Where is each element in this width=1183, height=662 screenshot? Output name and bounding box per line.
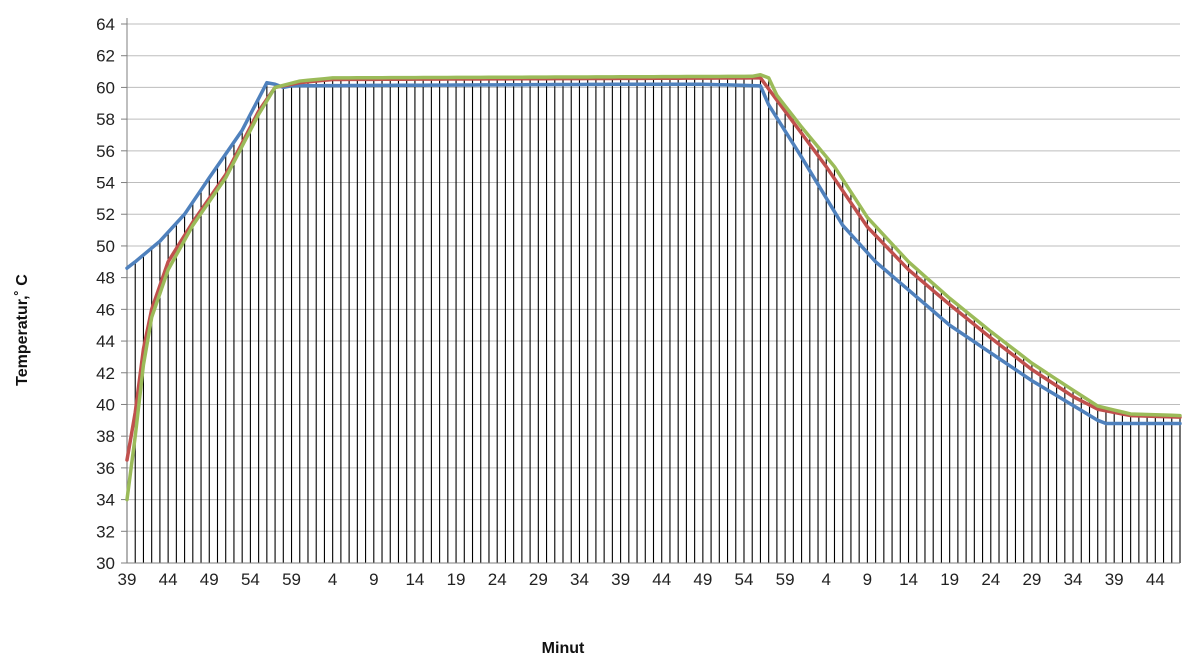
y-tick-label: 42 — [96, 364, 115, 383]
x-tick-label: 9 — [369, 570, 378, 589]
y-tick-label: 58 — [96, 110, 115, 129]
y-tick-label: 38 — [96, 427, 115, 446]
x-tick-label: 34 — [1064, 570, 1083, 589]
x-tick-label: 4 — [328, 570, 337, 589]
x-tick-label: 4 — [822, 570, 831, 589]
series-line-1 — [125, 80, 1182, 426]
x-tick-label: 24 — [488, 570, 507, 589]
y-tick-label: 40 — [96, 395, 115, 414]
x-tick-label: 29 — [1022, 570, 1041, 589]
y-tick-labels: 30 32 34 36 38 40 42 44 46 48 50 52 54 56 58 60 62 64 — [96, 15, 115, 573]
axes — [121, 18, 1180, 564]
x-tick-label: 44 — [159, 570, 178, 589]
y-tick-label: 50 — [96, 237, 115, 256]
y-tick-label: 32 — [96, 522, 115, 541]
drop-lines — [126, 74, 1181, 563]
y-tick-label: 46 — [96, 300, 115, 319]
x-tick-label: 39 — [611, 570, 630, 589]
series-line-3 — [125, 72, 1182, 502]
x-tick-labels: 39 44 49 54 59 4 9 14 19 24 29 34 39 44 49 54 59 4 9 14 19 24… — [118, 570, 1165, 589]
x-tick-label: 39 — [118, 570, 137, 589]
x-tick-label: 59 — [282, 570, 301, 589]
x-tick-label: 39 — [1105, 570, 1124, 589]
x-tick-label: 9 — [863, 570, 872, 589]
y-tick-label: 60 — [96, 78, 115, 97]
x-tick-label: 44 — [1146, 570, 1165, 589]
y-tick-label: 48 — [96, 269, 115, 288]
y-tick-label: 56 — [96, 142, 115, 161]
y-tick-label: 36 — [96, 459, 115, 478]
x-axis-title: Minut — [542, 640, 585, 657]
x-tick-label: 14 — [899, 570, 918, 589]
x-tick-label: 34 — [570, 570, 589, 589]
y-tick-label: 62 — [96, 47, 115, 66]
y-tick-label: 54 — [96, 174, 115, 193]
x-tick-label: 44 — [652, 570, 671, 589]
x-tick-label: 24 — [981, 570, 1000, 589]
x-tick-label: 19 — [940, 570, 959, 589]
y-tick-label: 30 — [96, 554, 115, 573]
y-tick-label: 52 — [96, 205, 115, 224]
y-tick-label: 34 — [96, 491, 115, 510]
y-axis-title: Temperatur,˚ C — [14, 274, 31, 386]
x-tick-label: 54 — [735, 570, 754, 589]
x-tick-label: 54 — [241, 570, 260, 589]
x-tick-label: 49 — [200, 570, 219, 589]
x-tick-label: 59 — [776, 570, 795, 589]
y-tick-label: 64 — [96, 15, 115, 34]
y-tick-label: 44 — [96, 332, 115, 351]
series-lines — [125, 72, 1182, 502]
x-tick-label: 19 — [447, 570, 466, 589]
x-tick-label: 14 — [405, 570, 424, 589]
x-tick-label: 49 — [693, 570, 712, 589]
x-tick-label: 29 — [529, 570, 548, 589]
